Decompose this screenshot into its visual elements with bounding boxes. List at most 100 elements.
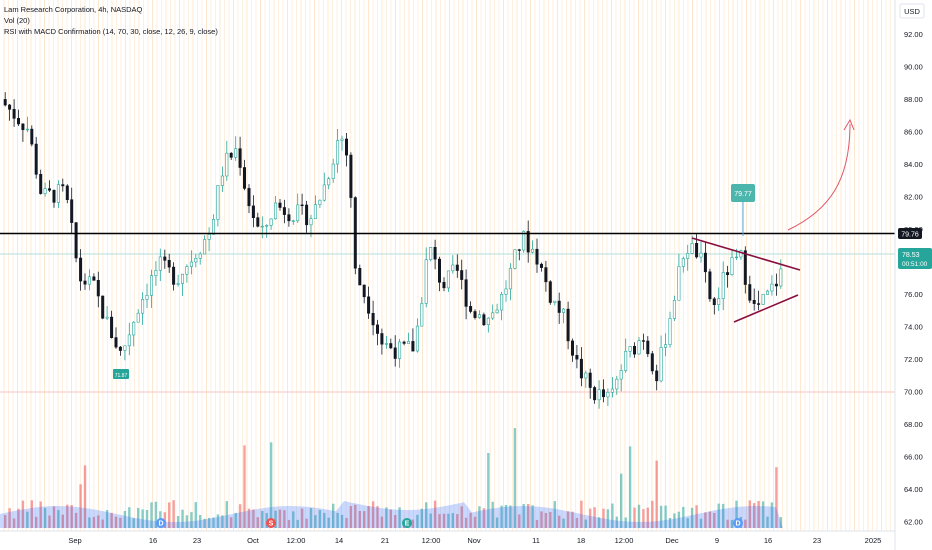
volume-bar — [230, 517, 233, 528]
event-marker[interactable] — [266, 518, 276, 528]
candle-body — [500, 293, 504, 311]
time-tick-label: 9 — [715, 536, 719, 545]
volume-bar — [651, 500, 654, 528]
volume-bar — [154, 501, 158, 528]
candle-body — [455, 264, 459, 271]
triangle-upper-line[interactable] — [691, 237, 801, 271]
volume-bar — [757, 501, 760, 528]
volume-bar — [673, 513, 676, 528]
volume-bar — [717, 503, 720, 528]
candle-body — [375, 324, 379, 334]
candle-body — [265, 225, 269, 227]
volume-bar — [482, 508, 486, 528]
event-marker[interactable] — [156, 518, 166, 528]
volume-indicator-label[interactable]: Vol (20) — [4, 16, 30, 25]
volume-bar — [57, 510, 60, 528]
volume-bar — [367, 506, 370, 528]
volume-bar — [664, 505, 667, 528]
low-badge[interactable] — [113, 369, 129, 379]
candle-body — [703, 252, 707, 273]
volume-bar — [176, 516, 180, 528]
volume-bar — [105, 510, 109, 528]
volume-bar — [544, 513, 548, 528]
candle-body — [101, 295, 105, 319]
volume-bar — [66, 504, 69, 528]
rsi-indicator-label[interactable]: RSI with MACD Confirmation (14, 70, 30, … — [4, 27, 218, 36]
volume-bar — [726, 519, 729, 528]
volume-bar — [575, 518, 579, 528]
candle-body — [340, 138, 344, 141]
symbol-title[interactable]: Lam Research Corporation, 4h, NASDAQ — [4, 5, 143, 14]
candle-body — [655, 370, 659, 382]
candle-body — [469, 306, 473, 312]
candle-body — [424, 259, 428, 304]
volume-bar — [128, 507, 131, 528]
candle-body — [110, 316, 114, 339]
candle-body — [420, 303, 424, 327]
currency-box[interactable] — [899, 3, 925, 19]
candle-body — [238, 148, 242, 168]
price-tick-label: 66.00 — [904, 452, 923, 461]
candle-body — [30, 128, 34, 145]
triangle-lower-line[interactable] — [733, 294, 799, 323]
volume-bar — [513, 428, 517, 528]
candle-body — [21, 123, 25, 131]
candle-body — [451, 264, 455, 272]
candle-body — [172, 266, 176, 285]
volume-bar — [699, 518, 703, 528]
price-tick-label: 70.00 — [904, 387, 923, 396]
volume-bar — [553, 501, 556, 528]
volume-bar — [61, 514, 64, 528]
candle-body — [65, 185, 69, 200]
event-marker-label: D — [735, 521, 740, 528]
candle-body — [668, 318, 672, 345]
volume-bar — [296, 519, 299, 528]
volume-bar — [70, 505, 73, 528]
price-axis-background — [895, 0, 932, 550]
candle-body — [646, 340, 650, 355]
volume-bar — [30, 500, 33, 528]
candle-body — [757, 303, 761, 305]
candle-body — [220, 175, 224, 186]
price-tick-label: 74.00 — [904, 322, 923, 331]
candle-body — [473, 311, 477, 318]
candle-body — [25, 128, 29, 131]
event-marker[interactable] — [733, 518, 743, 528]
candle-body — [207, 234, 211, 240]
candle-body — [52, 189, 56, 203]
candle-body — [79, 257, 83, 282]
candle-body — [305, 204, 309, 226]
candle-body — [61, 184, 65, 187]
price-tick-label: 62.00 — [904, 517, 923, 526]
volume-bar — [385, 507, 388, 528]
candle-body — [212, 219, 216, 235]
volume-bar — [606, 509, 610, 528]
event-marker[interactable] — [402, 518, 412, 528]
volume-bar — [730, 519, 734, 528]
volume-bar — [114, 516, 118, 528]
volume-bar — [659, 505, 663, 528]
volume-bar — [261, 511, 264, 528]
time-tick-label: Sep — [68, 536, 81, 545]
volume-bar — [88, 517, 91, 528]
chart-legend: Lam Research Corporation, 4h, NASDAQ Vol… — [4, 4, 218, 37]
forecast-arrow[interactable] — [787, 123, 851, 231]
marker-badge[interactable] — [731, 184, 755, 202]
candle-body — [690, 243, 694, 254]
forecast-arrowhead-icon — [843, 118, 855, 131]
volume-bar — [349, 506, 353, 528]
candle-body — [225, 152, 229, 177]
candle-body — [584, 372, 588, 379]
event-marker-label: S — [269, 521, 274, 528]
volume-bar — [21, 500, 25, 528]
volume-bar — [677, 511, 681, 528]
volume-bar — [615, 516, 618, 528]
time-tick-label: 16 — [764, 536, 772, 545]
volume-bar — [336, 512, 339, 528]
volume-bar — [141, 509, 144, 528]
candle-body — [198, 253, 202, 259]
marker-badge-label: 79.77 — [734, 191, 752, 198]
candle-body — [624, 350, 628, 371]
